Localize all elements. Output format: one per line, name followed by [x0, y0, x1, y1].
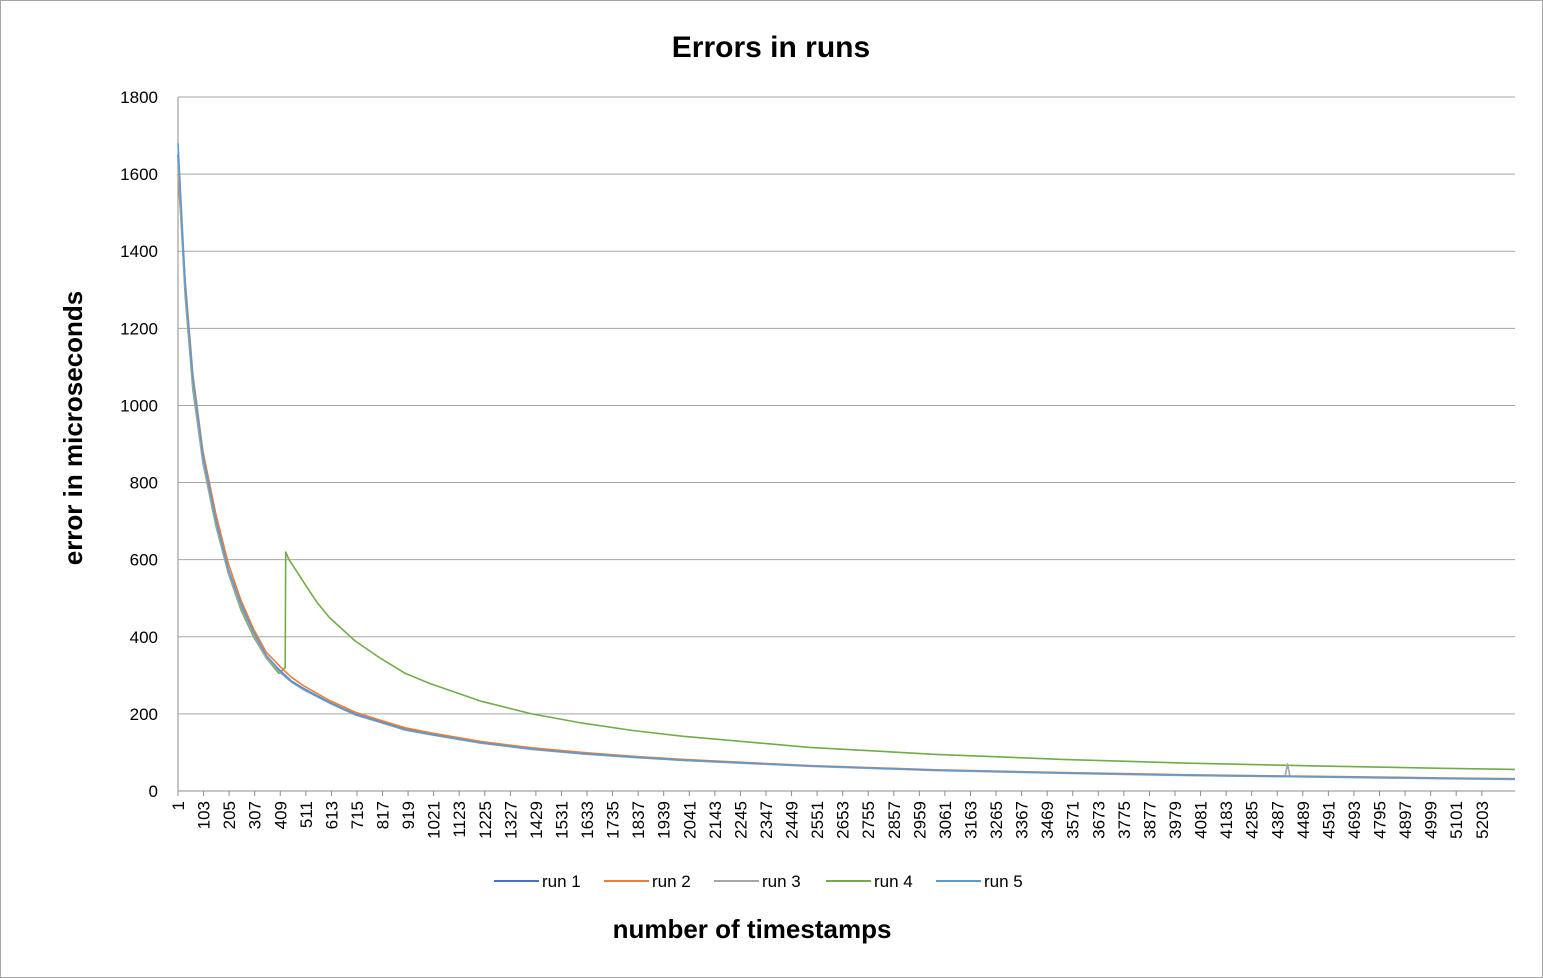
x-tick-label: 1735 [604, 801, 623, 839]
series-line-run-1 [177, 154, 1516, 780]
legend-entry: run 4 [874, 872, 913, 891]
legend-entry: run 5 [984, 872, 1023, 891]
x-tick-label: 613 [322, 801, 341, 829]
x-tick-label: 4489 [1294, 801, 1313, 839]
x-tick-label: 2755 [859, 801, 878, 839]
series-line-run-3 [177, 162, 1516, 781]
x-tick-label: 2857 [885, 801, 904, 839]
x-tick-label: 1225 [476, 801, 495, 839]
plot-area [177, 97, 1515, 792]
x-tick-label: 1021 [425, 801, 444, 839]
y-tick-label: 1200 [120, 319, 158, 338]
series-line-run-4 [177, 166, 1516, 771]
y-tick-label: 800 [130, 474, 158, 493]
x-tick-label: 2551 [808, 801, 827, 839]
y-tick-label: 1400 [120, 242, 158, 261]
x-tick-label: 1327 [501, 801, 520, 839]
chart-title: Errors in runs [672, 31, 870, 64]
x-tick-label: 3265 [987, 801, 1006, 839]
x-tick-label: 4387 [1268, 801, 1287, 839]
y-tick-label: 1600 [120, 165, 158, 184]
legend-entry: run 1 [542, 872, 581, 891]
x-tick-label: 1837 [629, 801, 648, 839]
x-tick-label: 1633 [578, 801, 597, 839]
x-tick-label: 3469 [1038, 801, 1057, 839]
x-tick-label: 1939 [655, 801, 674, 839]
y-tick-label: 400 [130, 628, 158, 647]
x-tick-label: 2959 [910, 801, 929, 839]
x-tick-label: 409 [271, 801, 290, 829]
legend-entry: run 2 [652, 872, 691, 891]
y-tick-label: 200 [130, 705, 158, 724]
x-tick-label: 4795 [1371, 801, 1390, 839]
y-tick-label: 0 [149, 782, 158, 801]
x-tick-label: 3163 [961, 801, 980, 839]
x-tick-label: 511 [297, 801, 316, 828]
legend-entry: run 3 [762, 872, 801, 891]
x-tick-label: 817 [374, 801, 393, 829]
y-tick-label: 600 [130, 551, 158, 570]
x-tick-label: 4285 [1243, 801, 1262, 839]
x-tick-label: 1531 [552, 801, 571, 839]
x-tick-label: 3571 [1064, 801, 1083, 839]
x-tick-label: 4591 [1319, 801, 1338, 839]
x-tick-label: 2347 [757, 801, 776, 839]
x-tick-label: 2449 [783, 801, 802, 839]
series-lines [177, 143, 1516, 781]
x-tick-label: 205 [220, 801, 239, 829]
x-tick-label: 4081 [1192, 801, 1211, 839]
x-tick-label: 4183 [1217, 801, 1236, 839]
series-line-run-5 [177, 143, 1516, 780]
y-axis-title: error in microseconds [58, 291, 88, 566]
x-tick-label: 3061 [936, 801, 955, 839]
x-axis-title: number of timestamps [613, 914, 892, 944]
x-tick-label: 3775 [1115, 801, 1134, 839]
series-line-run-2 [177, 174, 1516, 780]
y-tick-label: 1800 [120, 88, 158, 107]
x-tick-label: 3367 [1013, 801, 1032, 839]
x-tick-label: 4693 [1345, 801, 1364, 839]
x-tick-label: 2653 [834, 801, 853, 839]
x-tick-label: 4999 [1422, 801, 1441, 839]
x-tick-label: 715 [348, 801, 367, 829]
x-tick-label: 2143 [706, 801, 725, 839]
y-axis-tick-labels: 0 200 400 600 800 1000 1200 1400 1600 1800 [120, 88, 158, 801]
x-tick-label: 1123 [450, 801, 469, 838]
x-tick-label: 919 [399, 801, 418, 829]
y-tick-label: 1000 [120, 396, 158, 415]
x-tick-label: 4897 [1396, 801, 1415, 839]
x-tick-label: 5203 [1473, 801, 1492, 839]
x-tick-label: 2041 [680, 801, 699, 839]
x-axis-tick-labels: 1 103 205 307 409 511 613 715 817 919 1021 1123 1225… [169, 791, 1492, 839]
legend: run 1 run 2 run 3 run 4 run 5 [494, 872, 1023, 891]
x-tick-label: 3673 [1089, 801, 1108, 839]
x-tick-label: 2245 [731, 801, 750, 839]
x-tick-label: 1 [169, 801, 188, 810]
gridlines [178, 96, 1515, 792]
x-tick-label: 307 [246, 801, 265, 829]
x-tick-label: 103 [195, 801, 214, 829]
x-tick-label: 3877 [1140, 801, 1159, 839]
x-tick-label: 5101 [1447, 801, 1466, 839]
x-tick-label: 1429 [527, 801, 546, 839]
x-tick-label: 3979 [1166, 801, 1185, 839]
